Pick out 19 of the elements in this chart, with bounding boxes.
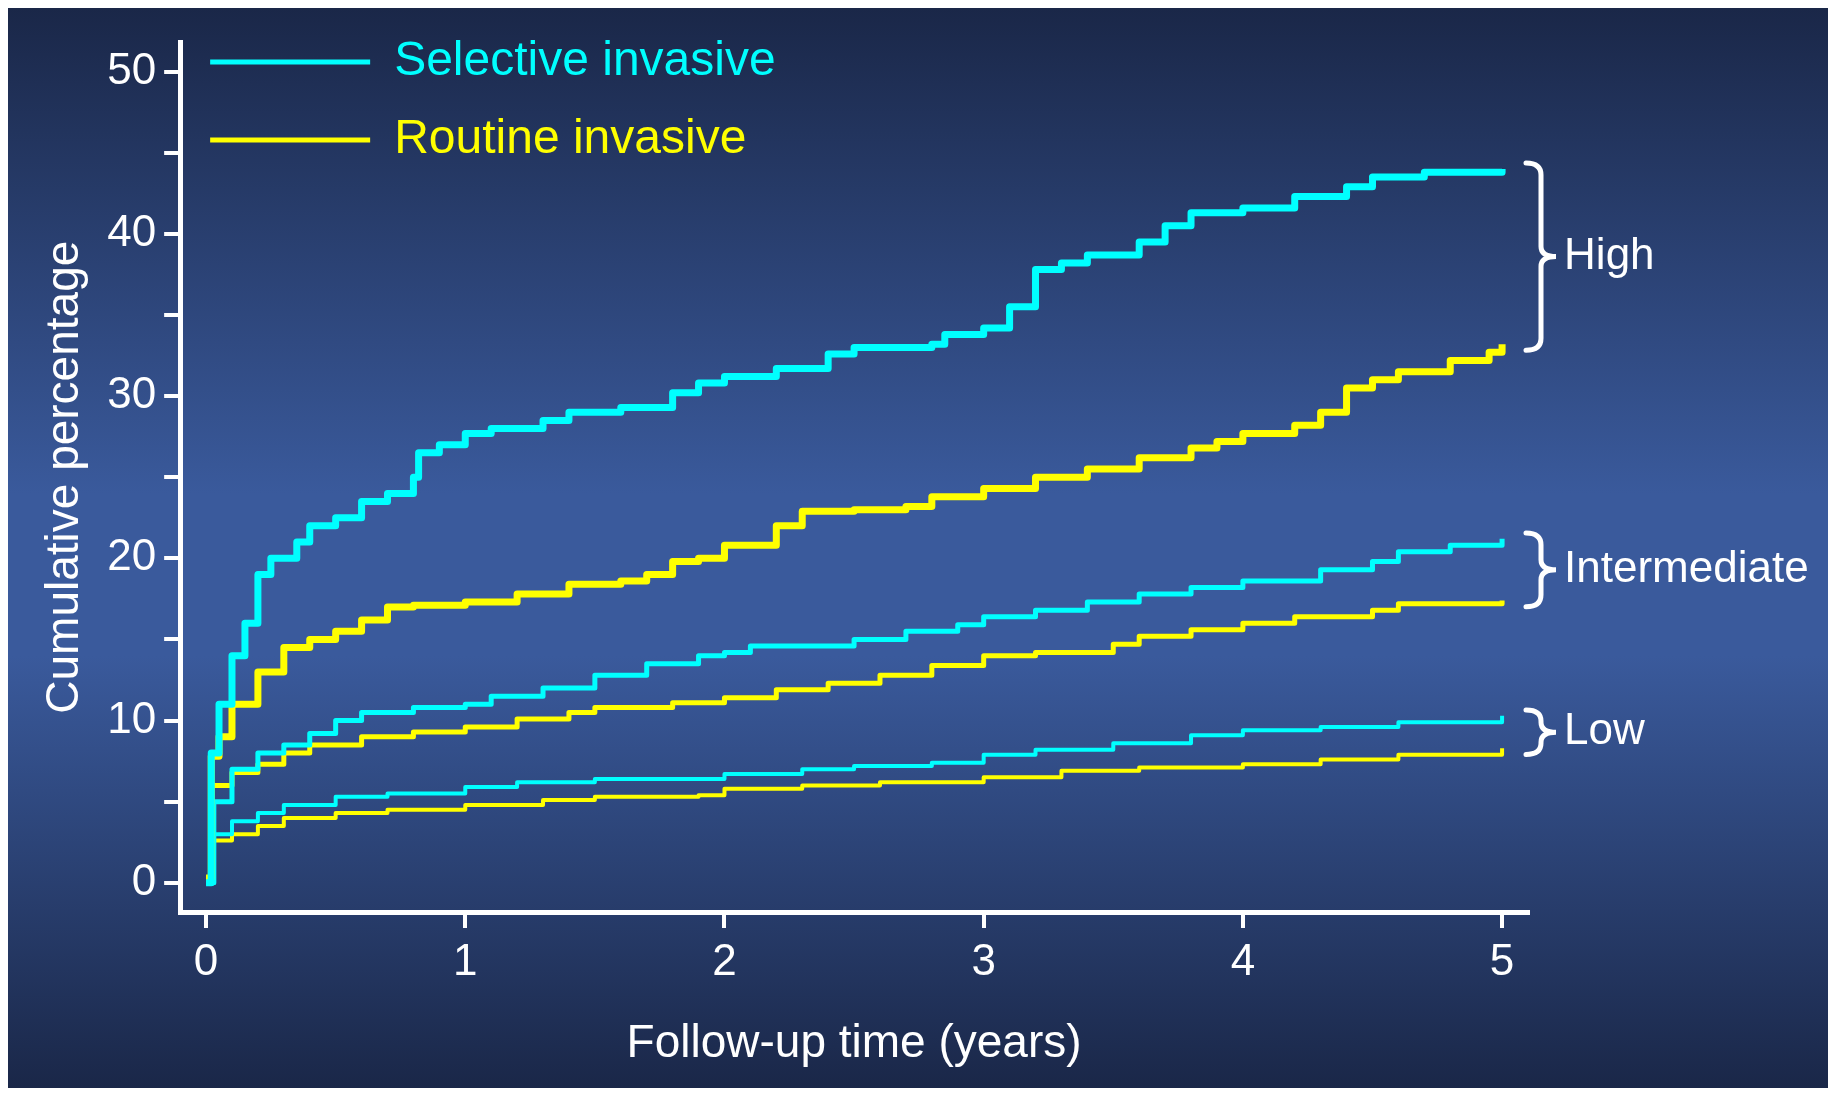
x-tick-label: 1	[453, 934, 478, 984]
y-tick-label: 50	[107, 43, 157, 93]
x-axis-title: Follow-up time (years)	[626, 1015, 1082, 1068]
y-tick-label: 0	[131, 854, 157, 904]
text: High	[1564, 228, 1655, 278]
x-tick-label: 0	[193, 934, 219, 984]
legend-label: Routine invasive	[394, 110, 747, 164]
legend-label: Selective invasive	[394, 32, 776, 86]
text: Low	[1564, 704, 1646, 754]
x-tick-label: 4	[1230, 934, 1256, 984]
y-axis-title: Cumulative percentage	[36, 240, 89, 714]
x-tick-label: 3	[971, 934, 996, 984]
text: Intermediate	[1564, 541, 1809, 591]
y-tick-label: 40	[107, 205, 157, 255]
y-tick-label: 30	[107, 368, 157, 418]
y-tick-label: 20	[107, 530, 157, 580]
x-tick-label: 2	[712, 934, 737, 984]
y-tick-label: 10	[107, 692, 157, 742]
x-tick-label: 5	[1489, 934, 1515, 984]
